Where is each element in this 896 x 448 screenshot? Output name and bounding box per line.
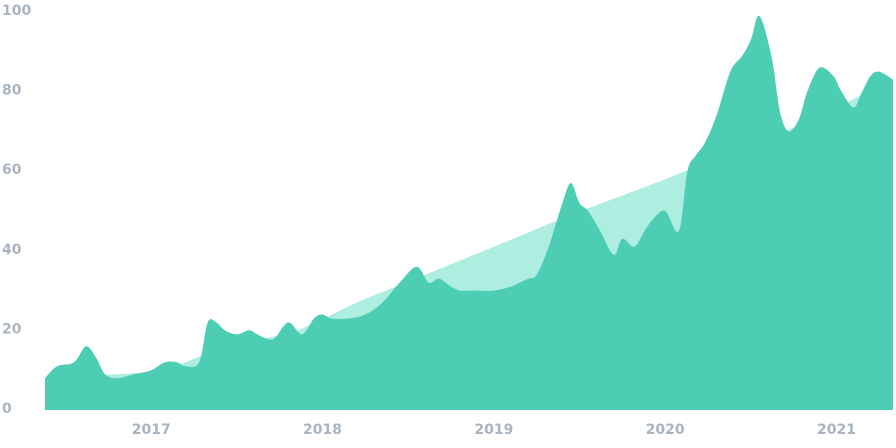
x-tick-label: 2021 (817, 422, 856, 438)
x-tick-label: 2017 (132, 422, 171, 438)
y-tick-label: 80 (2, 83, 22, 99)
main-area (45, 15, 893, 410)
y-tick-label: 40 (2, 242, 22, 258)
y-tick-label: 20 (2, 321, 22, 337)
x-tick-label: 2018 (303, 422, 342, 438)
y-tick-label: 100 (2, 3, 31, 19)
y-tick-label: 60 (2, 162, 22, 178)
x-tick-label: 2020 (646, 422, 685, 438)
y-tick-label: 0 (2, 401, 12, 417)
chart-areas (45, 15, 893, 410)
x-tick-label: 2019 (474, 422, 513, 438)
y-axis-ticks: 0 20 40 60 80 100 (2, 3, 31, 417)
x-axis-ticks: 2017 2018 2019 2020 2021 (132, 422, 856, 438)
